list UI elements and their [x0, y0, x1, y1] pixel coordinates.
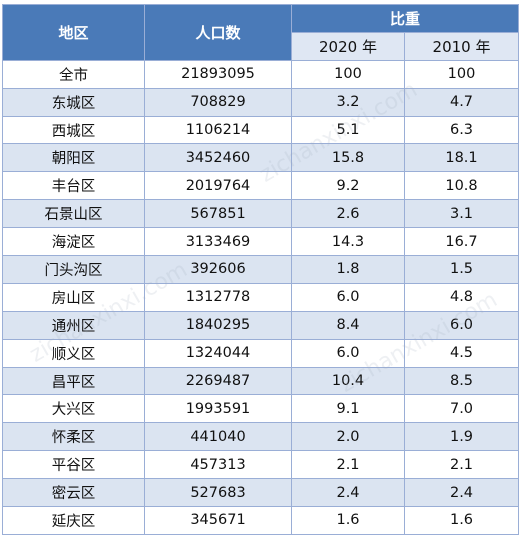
cell-share-2020: 10.4 [291, 366, 405, 396]
table-body: 全市 21893095 100 100 东城区 708829 3.2 4.7 西城区 110621… [2, 59, 520, 535]
cell-share-2010: 2.1 [403, 450, 520, 480]
cell-share-2010: 4.7 [403, 87, 520, 117]
cell-region: 大兴区 [2, 394, 145, 424]
cell-share-2020: 1.8 [291, 255, 405, 284]
header-year-2020: 2020 年 [291, 31, 405, 61]
cell-share-2010: 2.4 [403, 478, 520, 508]
cell-region: 丰台区 [2, 171, 145, 201]
cell-share-2010: 6.3 [403, 115, 520, 145]
header-region: 地区 [2, 4, 145, 61]
header-population: 人口数 [144, 4, 292, 61]
cell-population: 1840295 [144, 310, 292, 340]
cell-region: 全市 [2, 59, 145, 89]
table-row: 丰台区 2019764 9.2 10.8 [2, 171, 520, 201]
cell-region: 东城区 [2, 87, 145, 117]
cell-share-2020: 2.1 [291, 450, 405, 480]
cell-share-2010: 7.0 [403, 394, 520, 424]
table-row: 怀柔区 441040 2.0 1.9 [2, 422, 520, 452]
population-table-page: 地区 人口数 比重 2020 年 2010 年 全市 21893095 100 100… [2, 4, 520, 535]
cell-share-2020: 6.0 [291, 282, 405, 312]
table-row: 密云区 527683 2.4 2.4 [2, 478, 520, 508]
cell-region: 密云区 [2, 478, 145, 508]
header-share: 比重 [290, 4, 520, 33]
cell-population: 1106214 [144, 115, 292, 145]
cell-population: 441040 [144, 422, 292, 452]
table-row: 石景山区 567851 2.6 3.1 [2, 199, 520, 229]
cell-share-2010: 16.7 [403, 227, 520, 257]
cell-population: 21893095 [144, 59, 292, 89]
cell-share-2010: 1.9 [403, 422, 520, 452]
cell-share-2020: 2.0 [291, 422, 405, 452]
table-row: 全市 21893095 100 100 [2, 59, 520, 89]
cell-population: 527683 [144, 478, 292, 508]
cell-region: 昌平区 [2, 366, 145, 396]
table-row: 东城区 708829 3.2 4.7 [2, 87, 520, 117]
cell-region: 通州区 [2, 310, 145, 340]
cell-population: 567851 [144, 199, 292, 229]
cell-share-2020: 14.3 [291, 227, 405, 257]
cell-share-2020: 3.2 [291, 87, 405, 117]
cell-population: 2019764 [144, 171, 292, 201]
cell-share-2020: 8.4 [291, 310, 405, 340]
table-row: 西城区 1106214 5.1 6.3 [2, 115, 520, 145]
table-row: 昌平区 2269487 10.4 8.5 [2, 366, 520, 396]
table-row: 海淀区 3133469 14.3 16.7 [2, 227, 520, 257]
header-year-2010: 2010 年 [403, 31, 520, 61]
cell-share-2020: 1.6 [291, 506, 405, 535]
cell-population: 708829 [144, 87, 292, 117]
cell-population: 345671 [144, 506, 292, 535]
cell-region: 延庆区 [2, 506, 145, 535]
cell-share-2020: 9.1 [291, 394, 405, 424]
cell-share-2010: 4.5 [403, 338, 520, 368]
cell-share-2010: 10.8 [403, 171, 520, 201]
cell-share-2010: 1.5 [403, 255, 520, 284]
cell-share-2020: 6.0 [291, 338, 405, 368]
table-row: 房山区 1312778 6.0 4.8 [2, 282, 520, 312]
cell-region: 平谷区 [2, 450, 145, 480]
cell-region: 西城区 [2, 115, 145, 145]
population-table: 地区 人口数 比重 2020 年 2010 年 全市 21893095 100 100… [2, 4, 520, 535]
cell-region: 海淀区 [2, 227, 145, 257]
table-row: 朝阳区 3452460 15.8 18.1 [2, 143, 520, 173]
cell-population: 457313 [144, 450, 292, 480]
cell-population: 1324044 [144, 338, 292, 368]
cell-population: 1993591 [144, 394, 292, 424]
cell-share-2010: 6.0 [403, 310, 520, 340]
cell-population: 392606 [144, 255, 292, 284]
table-header: 地区 人口数 比重 2020 年 2010 年 [2, 4, 520, 61]
cell-share-2010: 100 [403, 59, 520, 89]
cell-share-2010: 1.6 [403, 506, 520, 535]
cell-share-2010: 8.5 [403, 366, 520, 396]
cell-share-2010: 3.1 [403, 199, 520, 229]
table-row: 通州区 1840295 8.4 6.0 [2, 310, 520, 340]
table-row: 大兴区 1993591 9.1 7.0 [2, 394, 520, 424]
table-row: 延庆区 345671 1.6 1.6 [2, 506, 520, 535]
cell-region: 门头沟区 [2, 255, 145, 284]
cell-region: 朝阳区 [2, 143, 145, 173]
cell-population: 3452460 [144, 143, 292, 173]
cell-share-2020: 2.6 [291, 199, 405, 229]
cell-region: 顺义区 [2, 338, 145, 368]
cell-share-2020: 15.8 [291, 143, 405, 173]
cell-population: 3133469 [144, 227, 292, 257]
cell-population: 2269487 [144, 366, 292, 396]
cell-share-2020: 5.1 [291, 115, 405, 145]
cell-region: 怀柔区 [2, 422, 145, 452]
cell-share-2020: 9.2 [291, 171, 405, 201]
cell-share-2010: 18.1 [403, 143, 520, 173]
cell-region: 房山区 [2, 282, 145, 312]
table-row: 平谷区 457313 2.1 2.1 [2, 450, 520, 480]
cell-population: 1312778 [144, 282, 292, 312]
cell-region: 石景山区 [2, 199, 145, 229]
table-row: 门头沟区 392606 1.8 1.5 [2, 255, 520, 284]
cell-share-2010: 4.8 [403, 282, 520, 312]
cell-share-2020: 2.4 [291, 478, 405, 508]
table-row: 顺义区 1324044 6.0 4.5 [2, 338, 520, 368]
cell-share-2020: 100 [291, 59, 405, 89]
